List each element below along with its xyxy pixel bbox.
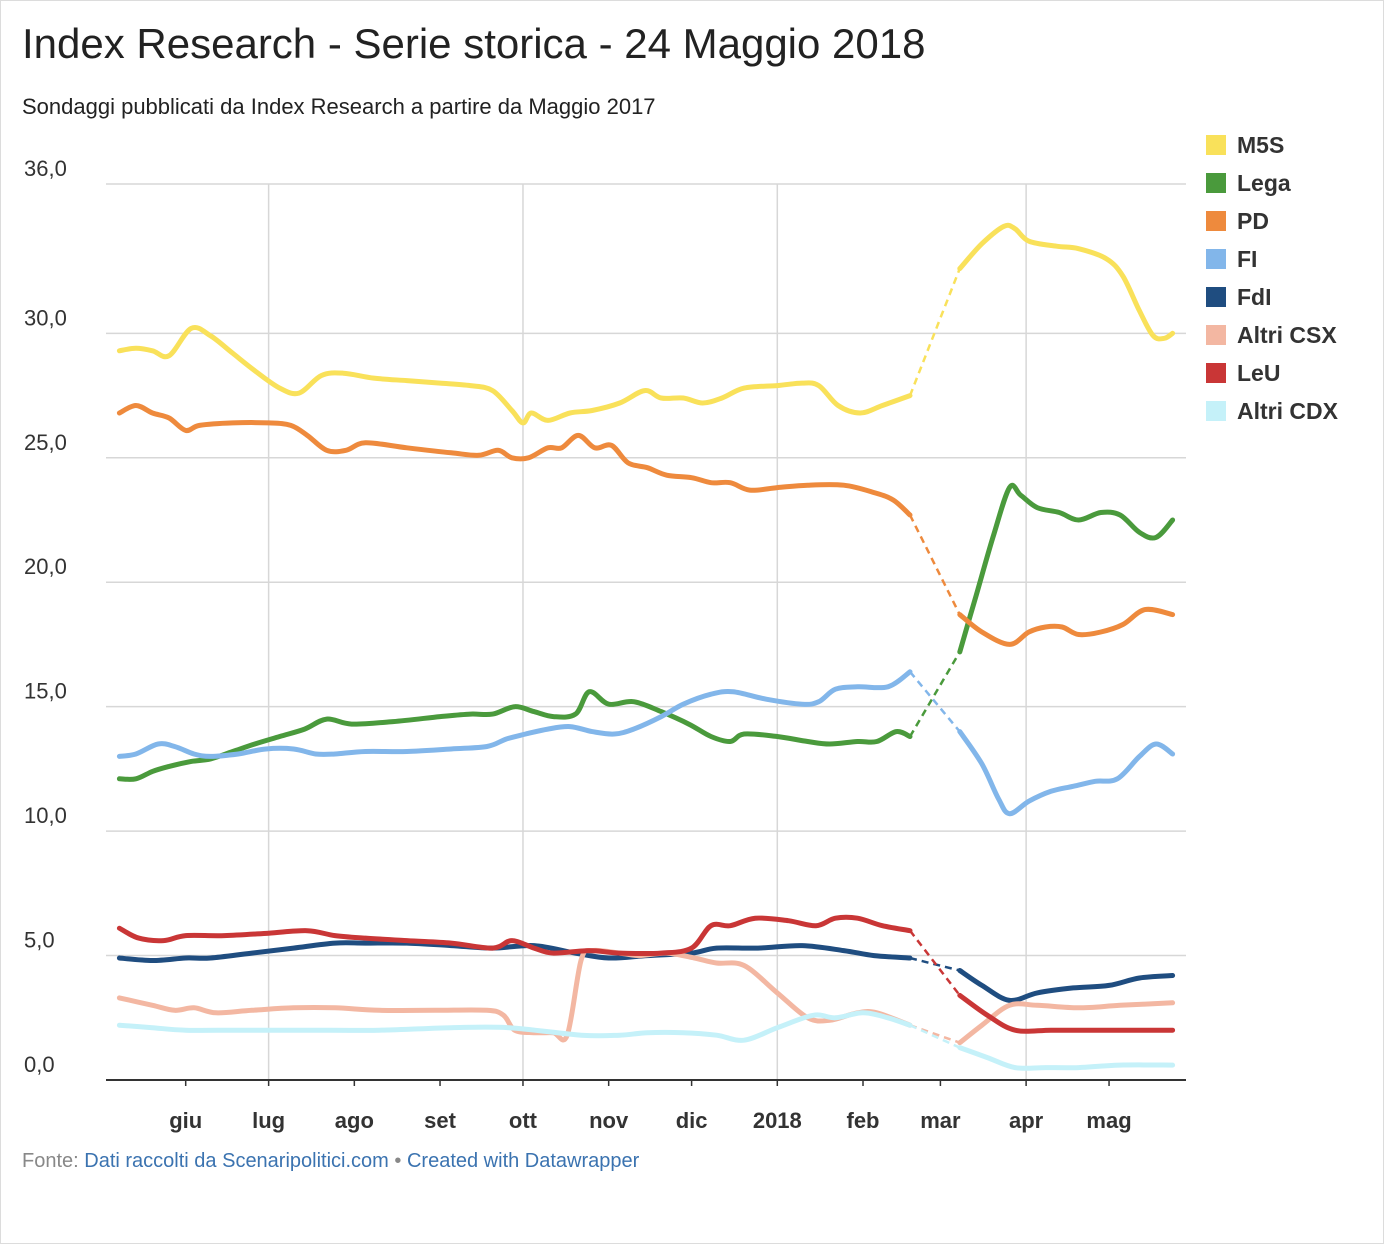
series-line-pd-post	[957, 606, 1176, 647]
axes: 36,0 30,0 25,0 20,0 15,0 10,0 5,0 0,0 giu lug ago s…	[24, 156, 1186, 1133]
series-line-altri-cdx	[116, 1010, 913, 1043]
source-link[interactable]: Dati raccolti da Scenaripolitici.com	[84, 1150, 389, 1172]
series-line-altri-csx-post	[957, 1000, 1176, 1046]
x-tick-label: dic	[676, 1108, 708, 1133]
series-gap-leu	[909, 929, 961, 997]
series-line-fdi	[116, 940, 913, 963]
x-tick-label: ott	[509, 1108, 538, 1133]
series-line-m5s	[116, 325, 913, 426]
series-line-fi	[116, 669, 913, 759]
series-line-leu-post	[957, 992, 1176, 1034]
series-leu	[116, 914, 1176, 1034]
chart-title: Index Research - Serie storica - 24 Magg…	[22, 20, 926, 67]
x-tick-label: mar	[920, 1108, 961, 1133]
footer-separator: •	[394, 1150, 402, 1172]
legend-swatch	[1206, 249, 1226, 269]
legend-swatch	[1206, 401, 1226, 421]
legend-item-altri-cdx: Altri CDX	[1206, 392, 1338, 430]
series-m5s	[116, 222, 1176, 426]
legend-label: M5S	[1237, 131, 1285, 158]
y-tick-label: 5,0	[24, 928, 55, 953]
series-fi	[116, 669, 1176, 817]
legend-item-fi: FI	[1206, 240, 1338, 278]
legend-item-altri-csx: Altri CSX	[1206, 316, 1338, 354]
legend-label: Altri CSX	[1237, 321, 1337, 348]
series-altri-cdx	[116, 1010, 1176, 1071]
series-line-leu	[116, 914, 913, 957]
y-tick-label: 20,0	[24, 554, 67, 579]
chart-subtitle: Sondaggi pubblicati da Index Research a …	[22, 94, 656, 119]
series-line-fdi-post	[957, 968, 1176, 1004]
series-line-fi-post	[957, 729, 1176, 817]
series-line-pd	[116, 403, 913, 518]
series-gap-m5s	[908, 268, 961, 397]
series-gap-altri-csx	[909, 1024, 961, 1044]
series-line-altri-cdx-post	[957, 1045, 1176, 1071]
y-tick-label: 0,0	[24, 1052, 55, 1077]
legend-item-fdi: FdI	[1206, 278, 1338, 316]
x-tick-label: mag	[1086, 1108, 1131, 1133]
x-tick-label: nov	[589, 1108, 629, 1133]
series-line-altri-csx	[116, 947, 913, 1043]
series-gap-lega	[908, 651, 961, 738]
x-tick-label: lug	[252, 1108, 285, 1133]
series-gap-altri-cdx	[909, 1024, 961, 1049]
legend-label: LeU	[1237, 359, 1281, 386]
legend-swatch	[1206, 287, 1226, 307]
gridlines	[106, 183, 1186, 1080]
datawrapper-credit-link[interactable]: Created with Datawrapper	[406, 1150, 640, 1172]
legend-item-leu: LeU	[1206, 354, 1338, 392]
legend-item-lega: Lega	[1206, 164, 1338, 202]
legend-label: Lega	[1237, 169, 1291, 196]
legend-label: Altri CDX	[1237, 397, 1338, 424]
x-tick-label: ago	[335, 1108, 374, 1133]
x-tick-label: giu	[169, 1108, 202, 1133]
source-prefix: Fonte:	[22, 1150, 79, 1172]
legend-item-m5s: M5S	[1206, 126, 1338, 164]
legend-label: PD	[1237, 207, 1269, 234]
x-tick-label: feb	[847, 1108, 880, 1133]
y-tick-label: 36,0	[24, 156, 67, 181]
y-tick-label: 30,0	[24, 305, 67, 330]
x-tick-label: set	[424, 1108, 456, 1133]
y-tick-label: 10,0	[24, 803, 67, 828]
series-lega	[116, 482, 1176, 782]
series-gap-pd	[908, 514, 961, 616]
legend-swatch	[1206, 325, 1226, 345]
series-gap-fi	[909, 671, 961, 733]
legend-swatch	[1206, 363, 1226, 383]
legend-item-pd: PD	[1206, 202, 1338, 240]
y-tick-label: 15,0	[24, 679, 67, 704]
series-altri-csx	[116, 947, 1176, 1046]
series-lines	[116, 222, 1176, 1071]
series-line-lega-post	[957, 482, 1176, 655]
x-tick-label: apr	[1009, 1108, 1044, 1133]
series-line-m5s-post	[957, 222, 1176, 342]
legend-swatch	[1206, 211, 1226, 231]
legend-swatch	[1206, 135, 1226, 155]
footer: Fonte: Dati raccolti da Scenaripolitici.…	[22, 1150, 639, 1173]
legend-label: FdI	[1237, 283, 1272, 310]
legend-swatch	[1206, 173, 1226, 193]
y-tick-label: 25,0	[24, 430, 67, 455]
legend: M5S Lega PD FI FdI Altri CSX LeU Altri CDX	[1206, 126, 1338, 430]
legend-label: FI	[1237, 245, 1258, 272]
x-tick-label: 2018	[753, 1108, 802, 1133]
series-pd	[116, 403, 1176, 647]
